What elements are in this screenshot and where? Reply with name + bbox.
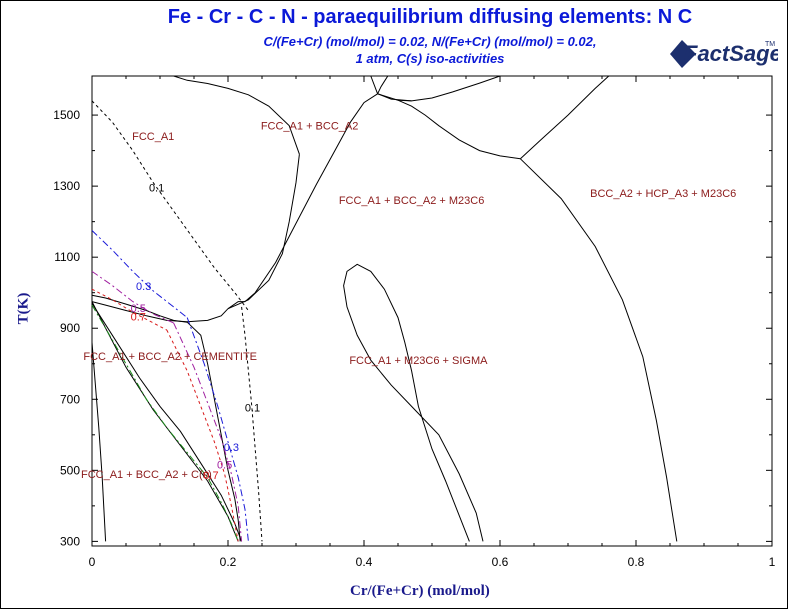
logo-tm: TM [765,41,775,48]
phase-boundary-line [91,304,239,542]
x-axis-title: Cr/(Fe+Cr) (mol/mol) [350,583,490,599]
phase-boundary-line [186,317,249,542]
phase-labels: FCC_A1 FCC_A1 + BCC_A2 FCC_A1 + BCC_A2 + M… [81,120,736,482]
phase-boundary-line [343,263,484,542]
phase-boundary-line [520,158,678,542]
phase-region-label: FCC_A1 + BCC_A2 + CEMENTITE [83,351,257,363]
phase-region-label: BCC_A2 + HCP_A3 + M23C6 [590,188,736,200]
phase-boundaries [91,75,678,542]
x-tick-label: 0 [89,555,96,569]
chart-title: Fe - Cr - C - N - paraequilibrium diffus… [167,6,693,28]
phase-boundary-line [91,230,188,318]
phase-region-label: FCC_A1 + M23C6 + SIGMA [349,355,488,367]
phase-region-label: FCC_A1 + BCC_A2 [261,120,359,132]
phase-boundary-line [91,270,174,324]
activity-label: 0.3 [224,442,239,454]
phase-boundary-line [520,75,610,160]
chart-subtitle-line-2: 1 atm, C(s) iso-activities [355,51,505,66]
logo-text: FactSage [684,41,778,66]
activity-label: 0.1 [245,403,260,415]
activity-label: 0.5 [131,303,146,315]
y-tick-label: 700 [60,392,80,406]
phase-boundary-line [397,99,521,160]
x-tick-label: 0.4 [356,555,373,569]
phase-boundary-line [91,342,107,542]
phase-region-label: FCC_A1 + BCC_A2 + M23C6 [339,195,485,207]
activity-label: 0.1 [149,182,164,194]
phase-region-label: FCC_A1 + BCC_A2 + C(s) [81,469,212,481]
phase-boundary-line [91,301,229,323]
chart-subtitle-line-1: C/(Fe+Cr) (mol/mol) = 0.02, N/(Fe+Cr) (m… [263,34,597,49]
phase-region-label: FCC_A1 [132,131,174,143]
x-tick-label: 0.6 [492,555,509,569]
y-tick-label: 900 [60,321,80,335]
y-tick-label: 500 [60,463,80,477]
y-tick-label: 1500 [53,108,80,122]
phase-boundary-line [377,75,389,95]
phase-boundary-line [166,329,239,542]
y-tick-label: 1300 [53,179,80,193]
x-tick-label: 1 [769,555,776,569]
phase-boundary-line [377,75,521,102]
phase-boundary-line [173,322,243,542]
x-tick-label: 0.2 [220,555,237,569]
activity-label: 0.5 [217,460,232,472]
x-tick-label: 0.8 [628,555,645,569]
y-tick-label: 1100 [54,250,80,264]
phase-boundary-line [186,321,241,542]
phase-boundary-line [91,303,243,542]
phase-boundary-line [173,75,300,155]
phase-boundary-line [91,294,188,323]
activity-label: 0.3 [136,281,151,293]
phase-boundary-line [227,154,300,310]
y-axis-title: T(K) [15,292,32,325]
activity-label: 0.7 [131,311,146,323]
y-tick-label: 300 [60,534,80,548]
phase-boundary-line [370,75,379,94]
logo-diamond-icon [670,40,696,68]
factsage-logo: FactSage TM [670,40,778,68]
activity-label: 0.7 [203,470,218,482]
phase-boundary-line [91,100,249,311]
